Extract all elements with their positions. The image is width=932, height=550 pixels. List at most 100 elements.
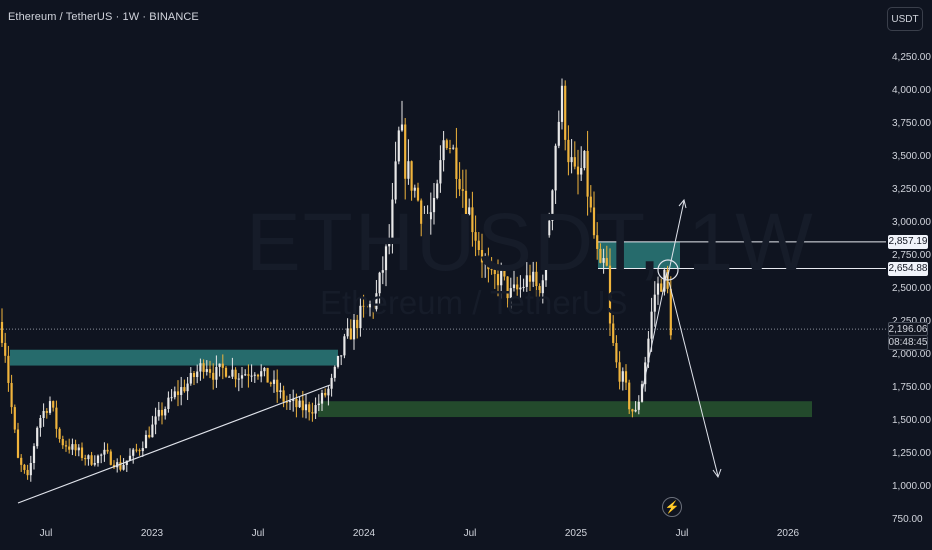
x-tick-label: 2024: [352, 528, 376, 539]
candle-body: [138, 450, 141, 452]
candle-body: [330, 377, 333, 389]
candle-body: [208, 369, 212, 373]
candle-body: [96, 455, 100, 464]
candle-body: [71, 444, 74, 450]
candle-body: [125, 460, 128, 465]
candle-body: [573, 157, 576, 167]
candle-body: [285, 401, 288, 403]
candle-body: [407, 161, 410, 179]
candle-body: [29, 462, 32, 476]
candle-body: [292, 398, 295, 401]
y-tick-label: 2,500.00: [892, 283, 931, 294]
candle-body: [295, 398, 298, 408]
y-tick-label: 2,750.00: [892, 250, 931, 261]
candle-body: [304, 404, 308, 411]
candle-body: [493, 269, 496, 275]
candle-body: [61, 439, 64, 446]
candle-body: [77, 447, 80, 451]
candle-body: [343, 336, 346, 356]
price-label: 2,857.19: [888, 234, 928, 249]
candle-body: [116, 462, 119, 468]
y-tick-label: 3,250.00: [892, 184, 931, 195]
candle-body: [535, 271, 538, 287]
candle-body: [160, 409, 164, 416]
candle-body: [253, 374, 256, 376]
candle-body: [205, 369, 208, 372]
candle-body: [576, 166, 580, 175]
currency-button[interactable]: USDT: [887, 7, 923, 31]
candle-body: [442, 140, 445, 161]
candle-body: [637, 401, 640, 410]
lightning-icon[interactable]: ⚡: [662, 497, 682, 517]
candle-body: [231, 369, 234, 377]
candle-body: [336, 355, 340, 367]
candle-body: [109, 451, 112, 465]
y-tick-label: 1,750.00: [892, 382, 931, 393]
candle-body: [500, 270, 503, 286]
candle-body: [346, 328, 349, 337]
candle-body: [557, 121, 560, 146]
candle-body: [128, 455, 132, 461]
candle-body: [157, 409, 160, 417]
price-label: 2,654.88: [888, 261, 928, 276]
candle-body: [333, 366, 336, 378]
candle-body: [583, 150, 586, 169]
candle-body: [74, 444, 77, 451]
projection-bull-line: [666, 200, 685, 281]
candle-body: [650, 311, 653, 339]
candle-body: [413, 187, 416, 191]
y-tick-label: 4,000.00: [892, 85, 931, 96]
candle-body: [272, 379, 276, 384]
candle-body: [327, 388, 330, 396]
candle-body: [106, 449, 109, 452]
candle-body: [176, 391, 180, 395]
projection-bull-arrow: [678, 198, 687, 209]
candle-body: [192, 372, 196, 378]
candle-body: [528, 275, 532, 282]
y-tick-label: 4,250.00: [892, 52, 931, 63]
candle-body: [378, 272, 381, 294]
candle-body: [311, 412, 314, 414]
candle-body: [439, 160, 442, 184]
candle-body: [164, 408, 167, 416]
price-label: 2,196.06: [888, 322, 928, 337]
candle-body: [154, 416, 157, 425]
projection-up-line: [641, 271, 668, 393]
candle-body: [461, 189, 464, 191]
countdown-label: 08:48:45: [888, 336, 928, 351]
candle-body: [564, 85, 567, 140]
candle-body: [420, 200, 423, 224]
candle-body: [279, 390, 282, 392]
candle-body: [663, 269, 666, 292]
y-tick-label: 3,750.00: [892, 118, 931, 129]
candle-body: [228, 376, 231, 378]
candle-body: [221, 363, 224, 368]
supply-zone: [598, 241, 680, 269]
candle-body: [55, 407, 58, 429]
candle-body: [554, 145, 557, 191]
candle-body: [212, 372, 215, 380]
candle-body: [416, 187, 420, 201]
candle-body: [276, 379, 279, 392]
candle-body: [260, 371, 263, 377]
candle-body: [263, 367, 266, 372]
candle-body: [340, 355, 343, 357]
candle-body: [541, 280, 544, 294]
highlight-circle: [657, 259, 679, 281]
candle-body: [349, 328, 352, 340]
symbol-header[interactable]: Ethereum / TetherUS · 1W · BINANCE: [8, 11, 199, 23]
candle-body: [628, 382, 631, 410]
candle-body: [474, 232, 477, 241]
candle-body: [199, 363, 202, 372]
candle-body: [445, 140, 448, 149]
candle-body: [615, 342, 618, 363]
candle-body: [512, 284, 516, 289]
candle-body: [448, 148, 452, 150]
x-tick-label: Jul: [251, 528, 265, 539]
candle-body: [516, 284, 519, 290]
candle-body: [605, 258, 608, 266]
y-tick-label: 1,500.00: [892, 415, 931, 426]
candle-body: [103, 449, 106, 455]
candle-body: [247, 374, 250, 376]
